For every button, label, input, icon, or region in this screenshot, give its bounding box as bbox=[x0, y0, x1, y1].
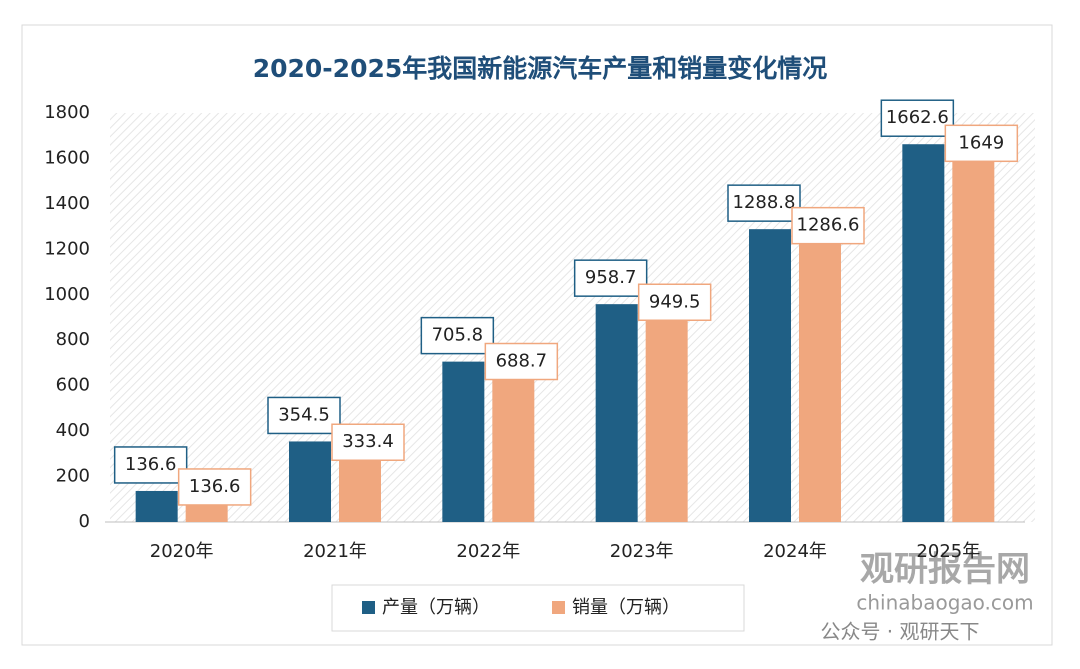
bar bbox=[799, 229, 841, 522]
data-label: 1288.8 bbox=[733, 192, 796, 213]
bar bbox=[135, 490, 178, 522]
data-label-box bbox=[880, 99, 955, 137]
data-label: 958.7 bbox=[585, 267, 637, 288]
data-label: 1649 bbox=[958, 132, 1004, 153]
x-tick-label: 2020年 bbox=[150, 541, 214, 562]
y-tick-label: 1200 bbox=[44, 238, 90, 259]
data-label-box bbox=[484, 342, 559, 381]
watermark: chinabaogao.com bbox=[856, 591, 1033, 615]
chart-title: 2020-2025年我国新能源汽车产量和销量变化情况 bbox=[253, 54, 828, 83]
bar bbox=[442, 361, 485, 522]
data-label: 1662.6 bbox=[886, 107, 949, 128]
plot-area bbox=[110, 113, 1035, 522]
watermark: 公众号 · 观研天下 bbox=[820, 620, 979, 644]
x-tick-label: 2023年 bbox=[610, 541, 674, 562]
legend bbox=[331, 584, 745, 632]
data-label: 136.6 bbox=[125, 454, 177, 475]
y-tick-label: 0 bbox=[79, 511, 90, 532]
y-tick-label: 1600 bbox=[44, 147, 90, 168]
y-tick-label: 200 bbox=[56, 466, 90, 487]
legend-swatch bbox=[362, 601, 375, 614]
y-tick-label: 600 bbox=[56, 375, 90, 396]
data-label-box bbox=[944, 124, 1019, 163]
watermark: 观研报告网 bbox=[860, 550, 1030, 590]
data-label-box bbox=[791, 206, 865, 245]
bar bbox=[645, 306, 688, 522]
data-label: 1286.6 bbox=[797, 215, 860, 236]
data-label-box bbox=[331, 423, 405, 461]
bar bbox=[902, 144, 945, 522]
data-label: 949.5 bbox=[649, 291, 701, 312]
y-tick-label: 1000 bbox=[44, 284, 90, 305]
data-label: 688.7 bbox=[496, 351, 548, 372]
data-label-box bbox=[113, 446, 188, 484]
data-label-box bbox=[420, 316, 495, 355]
bar bbox=[492, 365, 535, 522]
y-tick-label: 400 bbox=[56, 420, 90, 441]
y-tick-label: 1800 bbox=[44, 102, 90, 123]
y-tick-label: 800 bbox=[56, 329, 90, 350]
data-label: 354.5 bbox=[278, 404, 330, 425]
bar bbox=[952, 147, 995, 523]
legend-label: 产量（万辆） bbox=[382, 597, 490, 618]
data-label-box bbox=[637, 283, 712, 322]
x-tick-label: 2024年 bbox=[763, 541, 827, 562]
legend-swatch bbox=[552, 601, 565, 614]
data-label-box bbox=[727, 184, 801, 222]
bar bbox=[749, 229, 791, 522]
y-tick-label: 1400 bbox=[44, 193, 90, 214]
data-label-box bbox=[573, 259, 648, 297]
data-label-box bbox=[267, 396, 341, 435]
data-label: 136.6 bbox=[189, 476, 241, 497]
x-tick-label: 2025年 bbox=[916, 541, 980, 562]
bar bbox=[595, 304, 638, 522]
legend-label: 销量（万辆） bbox=[572, 597, 680, 618]
data-label: 333.4 bbox=[342, 431, 394, 452]
data-label: 705.8 bbox=[432, 325, 484, 346]
x-tick-label: 2021年 bbox=[303, 541, 367, 562]
x-tick-label: 2022年 bbox=[456, 541, 520, 562]
data-label-box bbox=[177, 468, 252, 506]
bar bbox=[289, 441, 331, 522]
